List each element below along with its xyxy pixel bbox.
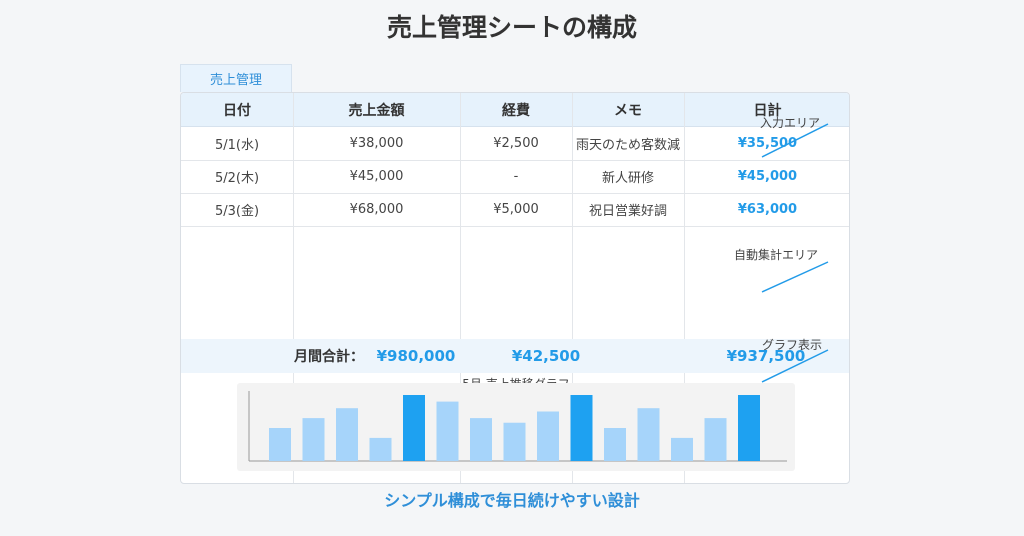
chart-bar — [570, 395, 593, 461]
bar-chart — [248, 391, 787, 462]
chart-bar — [738, 395, 760, 461]
chart-bar — [604, 428, 626, 461]
cell-daily-total: ¥45,000 — [737, 169, 798, 184]
sales-sheet: 日付 売上金額 経費 メモ 日計 5/1(水) ¥38,000 ¥2,500 雨… — [180, 92, 850, 484]
chart-bar — [436, 401, 459, 461]
sheet-tab[interactable]: 売上管理 — [180, 64, 292, 92]
row-divider — [181, 160, 849, 161]
chart-bar — [302, 418, 325, 461]
column-divider — [293, 93, 294, 483]
column-divider — [572, 93, 573, 483]
cell-expense[interactable]: ¥2,500 — [493, 136, 539, 151]
chart-bar — [403, 395, 425, 461]
cell-memo[interactable]: 新人研修 — [601, 171, 654, 186]
column-header-expense[interactable]: 経費 — [502, 103, 530, 119]
cell-sales[interactable]: ¥45,000 — [349, 169, 404, 184]
annotation-auto-area: 自動集計エリア — [734, 248, 819, 262]
cell-date[interactable]: 5/3(金) — [214, 204, 260, 219]
column-header-sales[interactable]: 売上金額 — [348, 103, 405, 119]
page-title: 売上管理シートの構成 — [386, 13, 637, 42]
cell-daily-total: ¥63,000 — [737, 202, 798, 217]
chart-panel — [237, 383, 795, 471]
chart-bar — [704, 418, 727, 461]
chart-bar — [369, 437, 392, 461]
chart-bar — [671, 437, 693, 461]
cell-expense[interactable]: ¥5,000 — [493, 202, 539, 217]
chart-bar — [503, 422, 526, 461]
column-header-date[interactable]: 日付 — [223, 103, 251, 119]
cell-expense[interactable]: - — [513, 169, 519, 184]
chart-bar — [537, 411, 559, 461]
cell-sales[interactable]: ¥68,000 — [349, 202, 404, 217]
annotation-graph: グラフ表示 — [762, 338, 823, 352]
chart-bar — [336, 408, 358, 461]
monthly-total-sales: ¥980,000 — [376, 347, 456, 365]
chart-bar — [269, 428, 291, 461]
monthly-total-label: 月間合計： — [294, 349, 364, 365]
cell-sales[interactable]: ¥38,000 — [349, 136, 404, 151]
cell-date[interactable]: 5/1(水) — [214, 138, 260, 153]
cell-date[interactable]: 5/2(木) — [214, 171, 260, 186]
column-divider — [684, 93, 685, 483]
header-row — [181, 93, 849, 127]
row-divider — [181, 226, 849, 227]
column-header-memo[interactable]: メモ — [614, 103, 642, 119]
monthly-total-row — [181, 339, 849, 373]
column-header-daily[interactable]: 日計 — [753, 103, 782, 119]
cell-memo[interactable]: 祝日営業好調 — [588, 204, 667, 219]
row-divider — [181, 193, 849, 194]
chart-bar — [637, 408, 660, 461]
column-divider — [460, 93, 461, 483]
monthly-total-expense: ¥42,500 — [511, 347, 581, 365]
cell-daily-total: ¥35,500 — [737, 136, 798, 151]
chart-bar — [470, 418, 492, 461]
footer-caption: シンプル構成で毎日続けやすい設計 — [384, 491, 640, 510]
annotation-input-area: 入力エリア — [760, 116, 821, 130]
cell-memo[interactable]: 雨天のため客数減 — [575, 138, 680, 153]
